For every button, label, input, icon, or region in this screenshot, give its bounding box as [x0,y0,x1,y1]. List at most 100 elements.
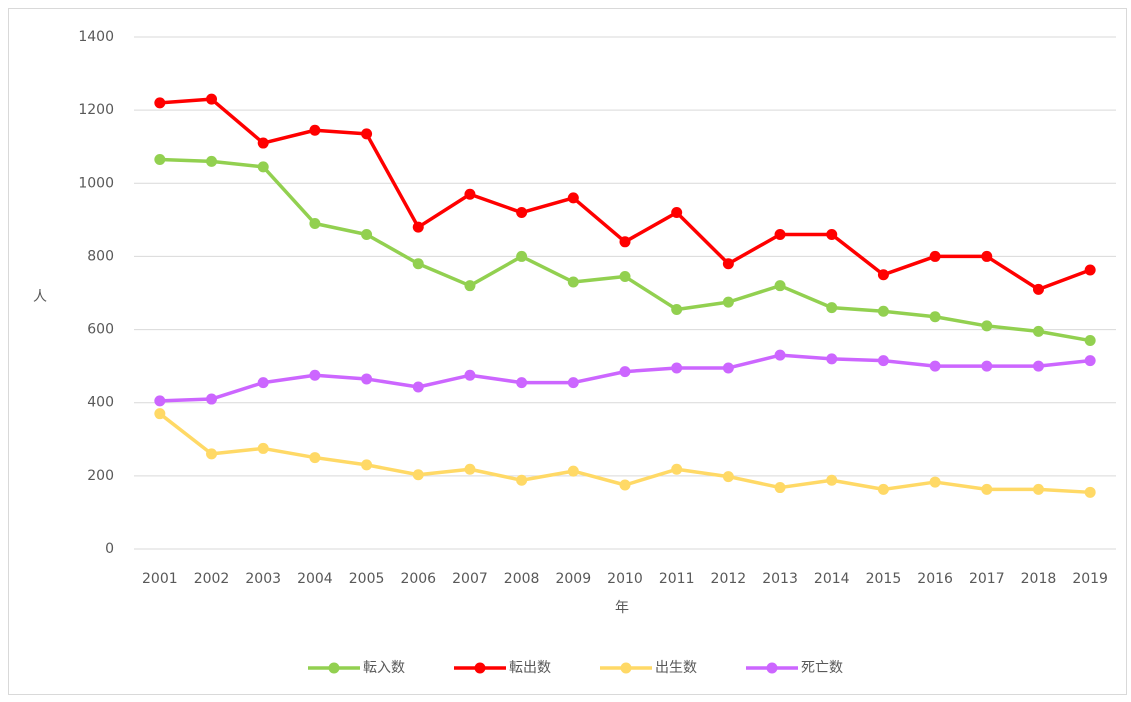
data-point [309,218,321,230]
x-tick-label: 2001 [142,571,178,587]
data-point [464,188,476,200]
data-point [309,452,321,464]
data-point [257,377,269,389]
x-tick-label: 2015 [866,571,902,587]
legend-marker [474,662,486,674]
data-point [567,465,579,477]
legend-label: 転入数 [363,660,405,676]
data-point [981,483,993,495]
data-point [929,360,941,372]
data-point [154,154,166,166]
data-point [981,250,993,262]
data-point [619,271,631,283]
x-tick-label: 2003 [245,571,281,587]
y-tick-label: 200 [87,468,114,484]
x-tick-label: 2018 [1021,571,1057,587]
data-point [257,442,269,454]
data-point [412,221,424,233]
data-point [206,393,218,405]
x-tick-label: 2007 [452,571,488,587]
x-tick-label: 2016 [917,571,953,587]
x-tick-label: 2005 [349,571,385,587]
data-point [774,482,786,494]
legend-marker [328,662,340,674]
data-point [154,97,166,109]
x-tick-label: 2009 [555,571,591,587]
data-point [1032,283,1044,295]
chart-border [8,8,1127,695]
data-point [361,228,373,240]
x-tick-label: 2002 [194,571,230,587]
data-point [774,228,786,240]
data-point [619,479,631,491]
x-tick-label: 2012 [711,571,747,587]
data-point [567,192,579,204]
y-tick-label: 600 [87,322,114,338]
legend-marker [766,662,778,674]
data-point [1084,486,1096,498]
data-point [929,250,941,262]
x-tick-label: 2010 [607,571,643,587]
data-point [1084,335,1096,347]
data-point [1032,325,1044,337]
data-point [877,355,889,367]
data-point [671,463,683,475]
data-point [877,305,889,317]
data-point [877,483,889,495]
data-point [361,459,373,471]
data-point [774,280,786,292]
x-tick-label: 2008 [504,571,540,587]
data-point [516,474,528,486]
y-tick-label: 1000 [78,175,114,191]
data-point [257,137,269,149]
data-point [722,362,734,374]
data-point [361,373,373,385]
data-point [929,476,941,488]
data-point [412,381,424,393]
data-point [154,408,166,420]
data-point [619,366,631,378]
data-point [826,302,838,314]
data-point [257,161,269,173]
data-point [877,269,889,281]
data-point [154,395,166,407]
data-point [826,353,838,365]
data-point [929,311,941,323]
data-point [722,471,734,483]
data-point [1084,355,1096,367]
data-point [206,448,218,460]
data-point [567,377,579,389]
data-point [206,93,218,105]
x-tick-label: 2011 [659,571,695,587]
data-point [722,296,734,308]
y-tick-label: 1200 [78,102,114,118]
data-point [516,250,528,262]
legend-marker [620,662,632,674]
x-tick-label: 2014 [814,571,850,587]
x-tick-label: 2013 [762,571,798,587]
data-point [464,463,476,475]
y-tick-label: 800 [87,248,114,264]
x-tick-label: 2017 [969,571,1005,587]
legend-label: 出生数 [655,660,697,676]
data-point [464,280,476,292]
data-point [671,303,683,315]
data-point [464,369,476,381]
data-point [981,360,993,372]
y-tick-label: 1400 [78,29,114,45]
data-point [1084,264,1096,276]
data-point [309,369,321,381]
data-point [774,349,786,361]
x-tick-label: 2006 [400,571,436,587]
data-point [722,258,734,270]
data-point [826,474,838,486]
data-point [412,469,424,481]
x-tick-label: 2004 [297,571,333,587]
data-point [671,207,683,219]
x-axis-title: 年 [615,600,629,616]
y-axis-title: 人 [33,289,47,305]
legend-label: 転出数 [509,660,551,676]
data-point [1032,483,1044,495]
